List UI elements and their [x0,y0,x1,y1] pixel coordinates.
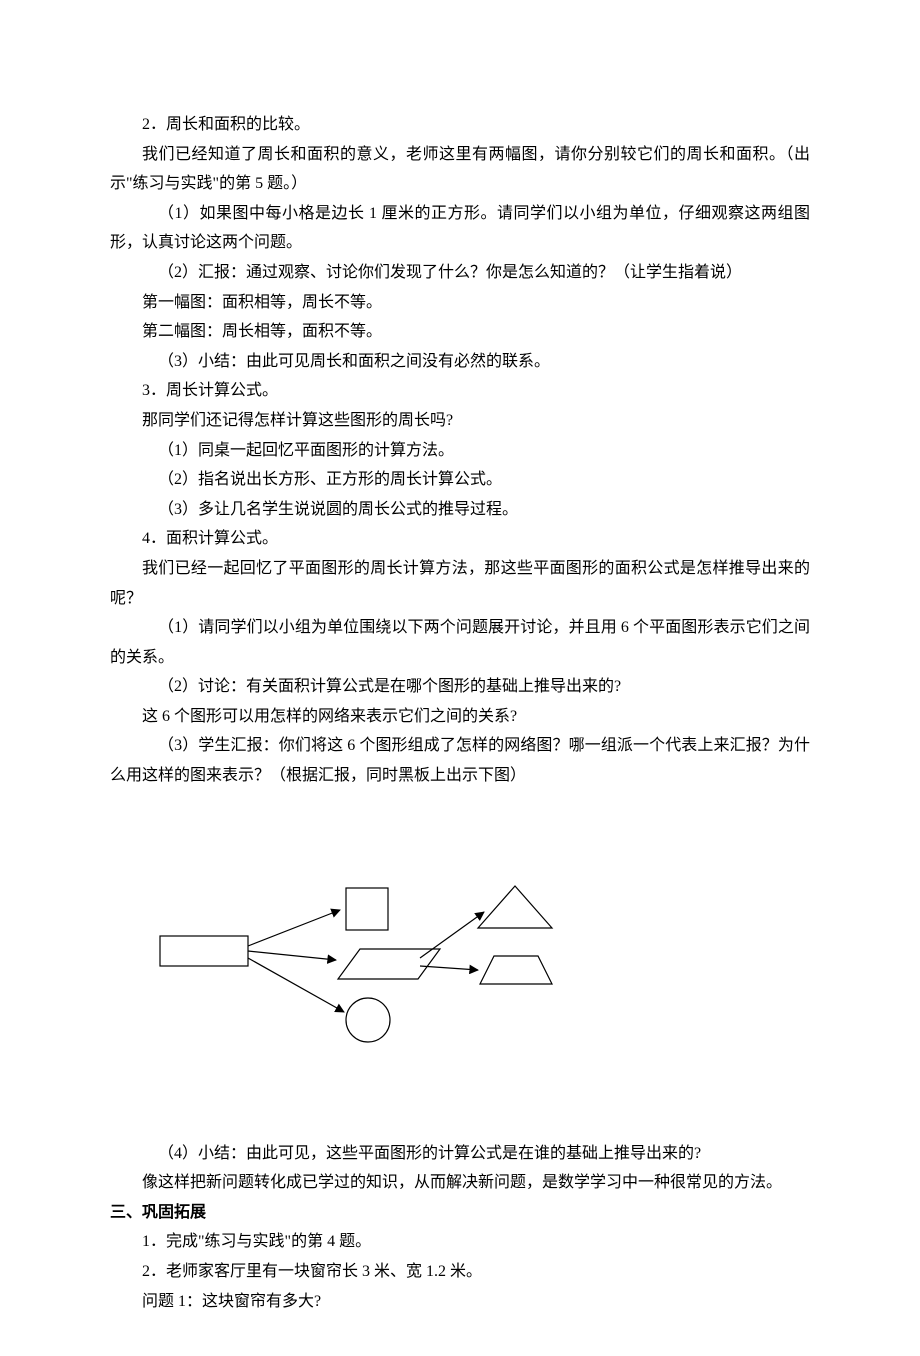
para-3-2: （2）指名说出长方形、正方形的周长计算公式。 [110,465,810,495]
para-3-3: （3）多让几名学生说说圆的周长公式的推导过程。 [110,495,810,525]
shapes-network-diagram [110,791,840,1139]
para-pic2: 第二幅图：周长相等，面积不等。 [110,317,810,347]
para-4-2b: 这 6 个图形可以用怎样的网络来表示它们之间的关系? [110,702,810,732]
para-intro: 我们已经知道了周长和面积的意义，老师这里有两幅图，请你分别较它们的周长和面积。（… [110,140,810,199]
para-4-heading: 4．面积计算公式。 [110,524,810,554]
para-ex-2: 2．老师家客厅里有一块窗帘长 3 米、宽 1.2 米。 [110,1257,810,1287]
para-q2: （2）汇报：通过观察、讨论你们发现了什么？你是怎么知道的？（让学生指着说） [110,258,810,288]
document-page: 2．周长和面积的比较。 我们已经知道了周长和面积的意义，老师这里有两幅图，请你分… [0,0,920,1356]
para-ex-q1: 问题 1：这块窗帘有多大? [110,1287,810,1317]
para-ex-1: 1．完成"练习与实践"的第 4 题。 [110,1227,810,1257]
para-pic1: 第一幅图：面积相等，周长不等。 [110,288,810,318]
para-4-4: （4）小结：由此可见，这些平面图形的计算公式是在谁的基础上推导出来的? [110,1139,810,1169]
section-3-heading: 三、巩固拓展 [110,1198,810,1228]
para-3-heading: 3．周长计算公式。 [110,376,810,406]
shapes-svg [140,795,580,1135]
para-4-2: （2）讨论：有关面积计算公式是在哪个图形的基础上推导出来的? [110,672,810,702]
para-summary-1: （3）小结：由此可见周长和面积之间没有必然的联系。 [110,347,810,377]
para-3-q: 那同学们还记得怎样计算这些图形的周长吗? [110,406,810,436]
para-4-1: （1）请同学们以小组为单位围绕以下两个问题展开讨论，并且用 6 个平面图形表示它… [110,613,810,672]
para-q1: （1）如果图中每小格是边长 1 厘米的正方形。请同学们以小组为单位，仔细观察这两… [110,199,810,258]
para-4-method: 像这样把新问题转化成已学过的知识，从而解决新问题，是数学学习中一种很常见的方法。 [110,1168,810,1198]
para-2-heading: 2．周长和面积的比较。 [110,110,810,140]
para-4-3: （3）学生汇报：你们将这 6 个图形组成了怎样的网络图？哪一组派一个代表上来汇报… [110,731,810,790]
para-3-1: （1）同桌一起回忆平面图形的计算方法。 [110,436,810,466]
para-4-intro: 我们已经一起回忆了平面图形的周长计算方法，那这些平面图形的面积公式是怎样推导出来… [110,554,810,613]
